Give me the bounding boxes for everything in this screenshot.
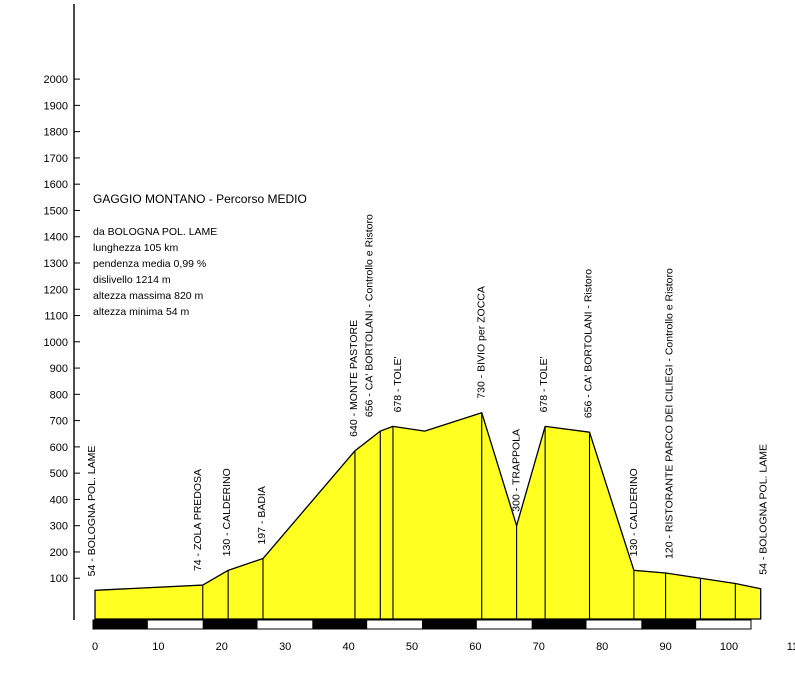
y-tick-label: 1900 <box>44 100 68 112</box>
elevation-area <box>94 412 762 620</box>
info-start: da BOLOGNA POL. LAME <box>93 226 217 238</box>
y-tick-label: 100 <box>50 573 68 585</box>
waypoint-label: 130 - CALDERINO <box>628 468 640 556</box>
waypoint-label: 300 - TRAPPOLA <box>511 429 523 512</box>
waypoint-label: 54 - BOLOGNA POL. LAME <box>758 444 770 575</box>
scale-bar-segment <box>93 620 148 629</box>
y-tick-label: 800 <box>50 389 68 401</box>
y-axis-ticks: 100 200 300 400 500 600 700 800 900 1000 1100 1200 1… <box>44 74 80 585</box>
info-max-altitude: altezza massima 820 m <box>93 290 204 302</box>
x-tick-label: 20 <box>216 641 228 653</box>
y-tick-label: 500 <box>50 468 68 480</box>
x-tick-label: 10 <box>152 641 164 653</box>
x-tick-label: 30 <box>279 641 291 653</box>
waypoint-label: 730 - BIVIO per ZOCCA <box>476 286 488 399</box>
chart-title: GAGGIO MONTANO - Percorso MEDIO <box>93 192 307 206</box>
waypoint-labels: 54 - BOLOGNA POL. LAME 74 - ZOLA PREDOSA 1… <box>86 214 770 576</box>
scale-bar-segment <box>422 620 477 629</box>
x-tick-label: 70 <box>533 641 545 653</box>
y-tick-label: 2000 <box>44 74 68 86</box>
distance-scale-bar <box>92 619 752 630</box>
y-tick-label: 300 <box>50 521 68 533</box>
waypoint-label: 656 - CA' BORTOLANI - Controllo e Ristor… <box>363 214 375 417</box>
x-tick-label: 0 <box>92 641 98 653</box>
waypoint-label: 678 - TOLE' <box>392 356 404 412</box>
y-tick-label: 1800 <box>44 127 68 139</box>
waypoint-label: 54 - BOLOGNA POL. LAME <box>86 446 98 577</box>
x-tick-label: 40 <box>342 641 354 653</box>
x-axis-ticks: 0 10 20 30 40 50 60 70 80 90 100 11 <box>92 641 795 653</box>
scale-bar-segment <box>641 620 697 629</box>
y-tick-label: 600 <box>50 442 68 454</box>
waypoint-label: 656 - CA' BORTOLANI - Ristoro <box>583 269 595 418</box>
waypoint-label: 130 - CALDERINO <box>221 468 233 556</box>
y-tick-label: 1300 <box>44 258 68 270</box>
y-tick-label: 900 <box>50 363 68 375</box>
waypoint-label: 74 - ZOLA PREDOSA <box>192 469 204 571</box>
profile-area <box>94 412 762 620</box>
waypoint-label: 678 - TOLE' <box>538 356 550 412</box>
scale-bar-segment <box>531 620 587 629</box>
x-tick-label: 100 <box>720 641 738 653</box>
scale-bar-segment <box>202 620 258 629</box>
info-min-altitude: altezza minima 54 m <box>93 306 190 318</box>
y-tick-label: 1400 <box>44 232 68 244</box>
waypoint-dividers <box>202 412 736 619</box>
y-tick-label: 1200 <box>44 284 68 296</box>
y-tick-label: 1500 <box>44 205 68 217</box>
waypoint-label: 120 - RISTORANTE PARCO DEI CILIEGI - Con… <box>664 268 676 559</box>
scale-bar-segment <box>312 620 368 629</box>
info-elevation-gain: dislivello 1214 m <box>93 274 171 286</box>
info-gradient: pendenza media 0,99 % <box>93 258 206 270</box>
x-tick-label: 80 <box>596 641 608 653</box>
x-tick-label: 11 <box>787 641 795 653</box>
x-tick-label: 60 <box>469 641 481 653</box>
y-tick-label: 1000 <box>44 337 68 349</box>
y-tick-label: 1700 <box>44 153 68 165</box>
y-tick-label: 200 <box>50 547 68 559</box>
waypoint-label: 197 - BADIA <box>256 486 268 544</box>
y-tick-label: 1100 <box>44 311 68 323</box>
y-tick-label: 400 <box>50 494 68 506</box>
info-length: lunghezza 105 km <box>93 242 178 254</box>
y-tick-label: 700 <box>50 416 68 428</box>
x-tick-label: 90 <box>659 641 671 653</box>
info-block: da BOLOGNA POL. LAME lunghezza 105 km pe… <box>93 226 217 318</box>
y-tick-label: 1600 <box>44 179 68 191</box>
waypoint-label: 640 - MONTE PASTORE <box>348 320 360 437</box>
x-tick-label: 50 <box>406 641 418 653</box>
